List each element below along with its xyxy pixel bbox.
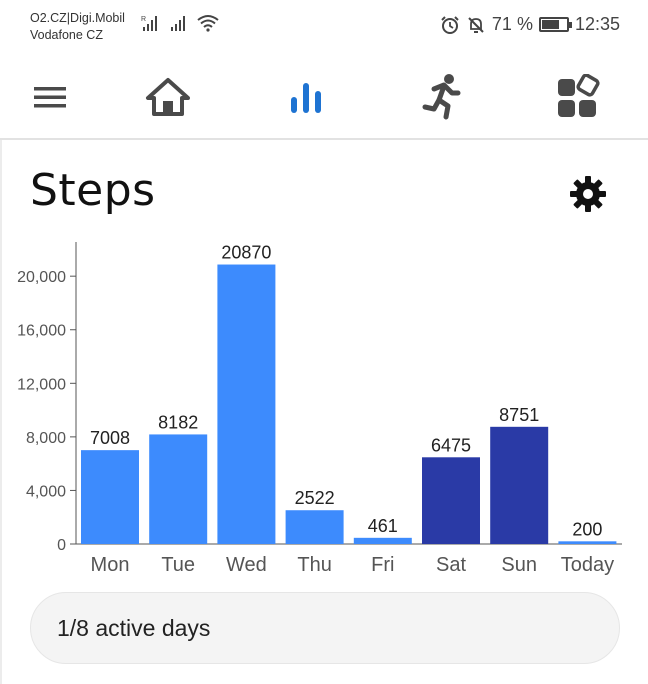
battery-percent: 71 % (491, 14, 533, 34)
x-tick-label: Sat (436, 554, 466, 576)
apps-button[interactable] (548, 72, 608, 122)
bar-fri[interactable] (353, 537, 412, 544)
alarm-icon (441, 15, 459, 34)
bar-value-label: 461 (368, 516, 398, 536)
wifi-icon (197, 15, 219, 32)
bars: 7008 8182 20870 2522 461 6475 8751 200 (81, 243, 617, 544)
bar-sun[interactable] (490, 426, 549, 544)
carrier-line-1: O2.CZ|Digi.Mobil (30, 11, 125, 25)
mute-bell-icon (468, 16, 484, 33)
left-edge-divider (0, 140, 2, 684)
widgets-icon (558, 74, 600, 117)
active-days-label: 1/8 active days (57, 614, 211, 641)
running-icon (422, 74, 461, 120)
x-tick-label: Thu (297, 554, 331, 576)
x-tick-label: Today (561, 554, 614, 576)
top-nav-bar (0, 58, 648, 140)
svg-text:R: R (141, 16, 146, 23)
x-tick-label: Fri (371, 554, 394, 576)
signal-icon (171, 16, 185, 31)
settings-button[interactable] (566, 172, 610, 216)
status-right: 71 % 12:35 (440, 14, 620, 35)
bar-mon[interactable] (81, 450, 139, 544)
y-tick-label: 0 (57, 537, 66, 554)
battery-fill (541, 20, 559, 29)
bar-today[interactable] (558, 541, 617, 544)
bar-chart-icon (291, 83, 321, 113)
status-bar: O2.CZ|Digi.Mobil Vodafone CZ R (0, 0, 648, 52)
carrier-info: O2.CZ|Digi.Mobil Vodafone CZ (30, 10, 125, 44)
bar-tue[interactable] (149, 434, 208, 544)
y-tick-label: 12,000 (17, 376, 66, 393)
menu-icon (34, 87, 66, 108)
activity-button[interactable] (412, 72, 472, 122)
y-tick-label: 8,000 (26, 430, 66, 447)
x-tick-label: Tue (161, 554, 195, 576)
menu-button[interactable] (20, 72, 80, 122)
signal-r-icon: R (141, 16, 157, 31)
bar-sat[interactable] (422, 457, 480, 544)
bar-wed[interactable] (217, 264, 276, 544)
y-tick-label: 4,000 (26, 483, 66, 500)
x-tick-label: Wed (226, 554, 267, 576)
steps-bar-chart: 0 4,000 8,000 12,000 16,000 20,000 7008 8182 20… (17, 242, 622, 576)
bar-value-label: 6475 (431, 435, 471, 455)
bar-thu[interactable] (285, 510, 344, 544)
page-title: Steps (30, 165, 156, 216)
bar-value-label: 8182 (158, 412, 198, 432)
x-tick-label: Sun (501, 554, 537, 576)
home-icon (146, 78, 190, 116)
bar-value-label: 200 (572, 519, 602, 539)
signal-icons: R (140, 14, 220, 32)
bar-value-label: 20870 (221, 243, 271, 263)
clock: 12:35 (574, 14, 620, 34)
y-tick-label: 16,000 (17, 323, 66, 340)
x-tick-label: Mon (91, 554, 130, 576)
y-tick-label: 20,000 (17, 269, 66, 286)
battery-icon (538, 17, 572, 32)
stats-button[interactable] (276, 72, 336, 122)
carrier-line-2: Vodafone CZ (30, 28, 103, 42)
bar-value-label: 2522 (295, 488, 335, 508)
gear-icon (570, 176, 606, 212)
home-button[interactable] (138, 72, 198, 122)
bar-value-label: 8751 (499, 405, 539, 425)
x-axis: Mon Tue Wed Thu Fri Sat Sun Today (91, 554, 615, 576)
bar-value-label: 7008 (90, 428, 130, 448)
active-days-summary[interactable]: 1/8 active days (30, 592, 620, 664)
